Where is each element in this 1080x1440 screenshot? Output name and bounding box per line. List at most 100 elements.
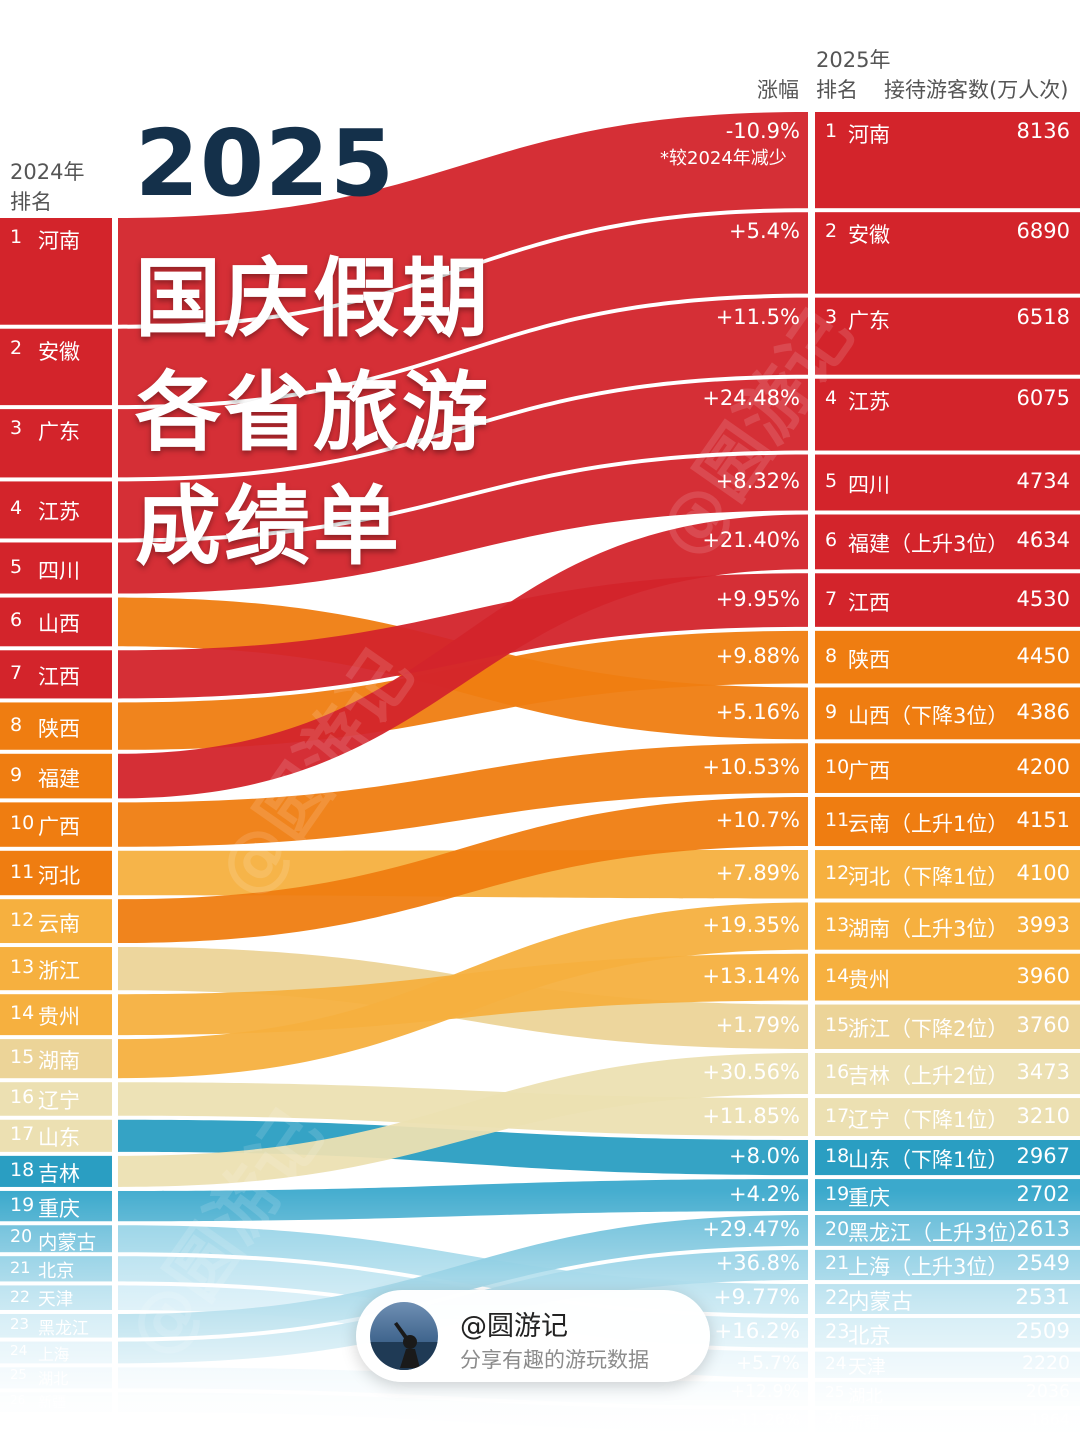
flow-吉林 bbox=[118, 1052, 808, 1187]
left-bar-广西 bbox=[0, 802, 112, 847]
right-rank: 2 bbox=[825, 220, 838, 243]
left-province: 安徽 bbox=[38, 339, 80, 364]
right-province: 安徽 bbox=[848, 223, 890, 248]
right-visitors: 4200 bbox=[1016, 754, 1070, 779]
title-year: 2025 bbox=[135, 110, 396, 217]
right-province: 重庆 bbox=[848, 1185, 890, 1210]
left-bar-四川 bbox=[0, 542, 112, 594]
right-rank: 11 bbox=[825, 809, 850, 831]
right-rank: 18 bbox=[825, 1145, 850, 1168]
right-visitors: 3993 bbox=[1016, 912, 1070, 937]
left-province: 新疆 bbox=[38, 1395, 67, 1412]
left-province: 山东 bbox=[38, 1126, 80, 1151]
right-visitors: 8136 bbox=[1016, 119, 1070, 143]
right-visitors: 2613 bbox=[1016, 1216, 1070, 1241]
right-province: 广东 bbox=[848, 308, 890, 333]
right-visitors: 2967 bbox=[1016, 1144, 1070, 1169]
right-province: 云南（上升1位） bbox=[848, 812, 1009, 836]
left-rank: 4 bbox=[10, 497, 23, 520]
right-visitors: 3760 bbox=[1016, 1013, 1070, 1038]
right-visitors: 6890 bbox=[1016, 219, 1070, 244]
right-province: 上海（上升3位） bbox=[848, 1255, 1009, 1280]
right-rank: 19 bbox=[825, 1182, 850, 1205]
left-province: 云南 bbox=[38, 911, 80, 936]
flow-河南 bbox=[118, 112, 808, 325]
left-bar-河南 bbox=[0, 218, 112, 325]
flow-湖南 bbox=[118, 902, 808, 1079]
left-province: 广东 bbox=[38, 420, 80, 445]
right-rank: 6 bbox=[825, 529, 838, 552]
right-province: 福建（上升3位） bbox=[848, 532, 1009, 557]
left-bar-吉林 bbox=[0, 1155, 112, 1187]
left-rank: 20 bbox=[10, 1227, 33, 1248]
left-province: 黑龙江 bbox=[38, 1319, 89, 1340]
right-bar-陕西 bbox=[815, 630, 1080, 684]
left-bar-江西 bbox=[0, 650, 112, 699]
right-visitors: 4450 bbox=[1016, 643, 1070, 668]
left-bar-江苏 bbox=[0, 481, 112, 539]
right-visitors: 3473 bbox=[1016, 1060, 1070, 1085]
left-rank: 5 bbox=[10, 555, 23, 578]
left-bar-河北 bbox=[0, 850, 112, 896]
right-rank: 25 bbox=[825, 1383, 845, 1402]
right-visitors: 3960 bbox=[1016, 963, 1070, 988]
right-bar-江苏 bbox=[815, 378, 1080, 451]
right-visitors: 6518 bbox=[1016, 304, 1070, 329]
right-visitors: 2509 bbox=[1015, 1319, 1070, 1345]
header-left-year: 2024年 bbox=[10, 160, 85, 184]
change-pct: +9.95% bbox=[715, 586, 800, 611]
right-visitors: 4530 bbox=[1016, 586, 1070, 611]
change-pct: +13.14% bbox=[702, 963, 800, 988]
right-bar-云南 bbox=[815, 796, 1080, 847]
right-bar-安徽 bbox=[815, 212, 1080, 294]
avatar[interactable] bbox=[370, 1302, 438, 1370]
right-rank: 26 bbox=[825, 1411, 843, 1428]
left-rank: 23 bbox=[10, 1315, 30, 1334]
left-province: 四川 bbox=[38, 558, 80, 583]
author-badge[interactable]: @圆游记 分享有趣的游玩数据 bbox=[356, 1290, 710, 1382]
avatar-image bbox=[370, 1322, 438, 1370]
left-province: 贵州 bbox=[38, 1005, 80, 1030]
right-province: 辽宁（下降1位） bbox=[848, 1107, 1009, 1132]
change-pct: +9.88% bbox=[715, 643, 800, 668]
right-bar-江西 bbox=[815, 573, 1080, 627]
right-bar-河北 bbox=[815, 850, 1080, 899]
right-province: 湖南（上升3位） bbox=[848, 916, 1009, 941]
right-visitors: 2531 bbox=[1015, 1285, 1070, 1311]
left-rank: 10 bbox=[10, 812, 35, 835]
left-province: 重庆 bbox=[38, 1196, 80, 1221]
left-province: 陕西 bbox=[38, 716, 80, 741]
left-rank: 25 bbox=[10, 1368, 27, 1384]
right-visitors: 1864 bbox=[1029, 1410, 1070, 1430]
left-bar-辽宁 bbox=[0, 1082, 112, 1116]
right-rank: 9 bbox=[825, 700, 838, 723]
left-province: 北京 bbox=[38, 1260, 75, 1282]
left-province: 浙江 bbox=[38, 959, 80, 984]
right-province: 湖北 bbox=[848, 1387, 883, 1408]
right-bar-吉林 bbox=[815, 1052, 1080, 1095]
right-bar-贵州 bbox=[815, 953, 1080, 1001]
left-province: 吉林 bbox=[38, 1161, 80, 1186]
right-province: 天津 bbox=[848, 1356, 886, 1379]
left-province: 湖北 bbox=[38, 1370, 69, 1389]
right-rank: 10 bbox=[825, 755, 850, 778]
right-rank: 24 bbox=[825, 1353, 847, 1374]
left-bar-福建 bbox=[0, 753, 112, 799]
right-province: 江西 bbox=[848, 590, 890, 615]
left-rank: 26 bbox=[10, 1393, 26, 1408]
left-province: 辽宁 bbox=[38, 1089, 80, 1114]
right-rank: 22 bbox=[825, 1286, 850, 1310]
flow-广东 bbox=[118, 297, 808, 478]
right-visitors: 4151 bbox=[1016, 808, 1070, 832]
change-pct: +1.79% bbox=[715, 1013, 800, 1038]
left-bar-安徽 bbox=[0, 328, 112, 406]
left-province: 湖南 bbox=[38, 1049, 80, 1074]
change-pct: -10.9% bbox=[725, 119, 800, 143]
right-bar-山西 bbox=[815, 687, 1080, 740]
left-rank: 16 bbox=[10, 1086, 35, 1109]
title-line-1: 国庆假期 bbox=[135, 249, 491, 349]
left-province: 江西 bbox=[38, 664, 80, 689]
change-pct: +9.77% bbox=[713, 1285, 800, 1311]
right-visitors: 2220 bbox=[1021, 1352, 1070, 1375]
left-province: 江苏 bbox=[38, 500, 80, 525]
